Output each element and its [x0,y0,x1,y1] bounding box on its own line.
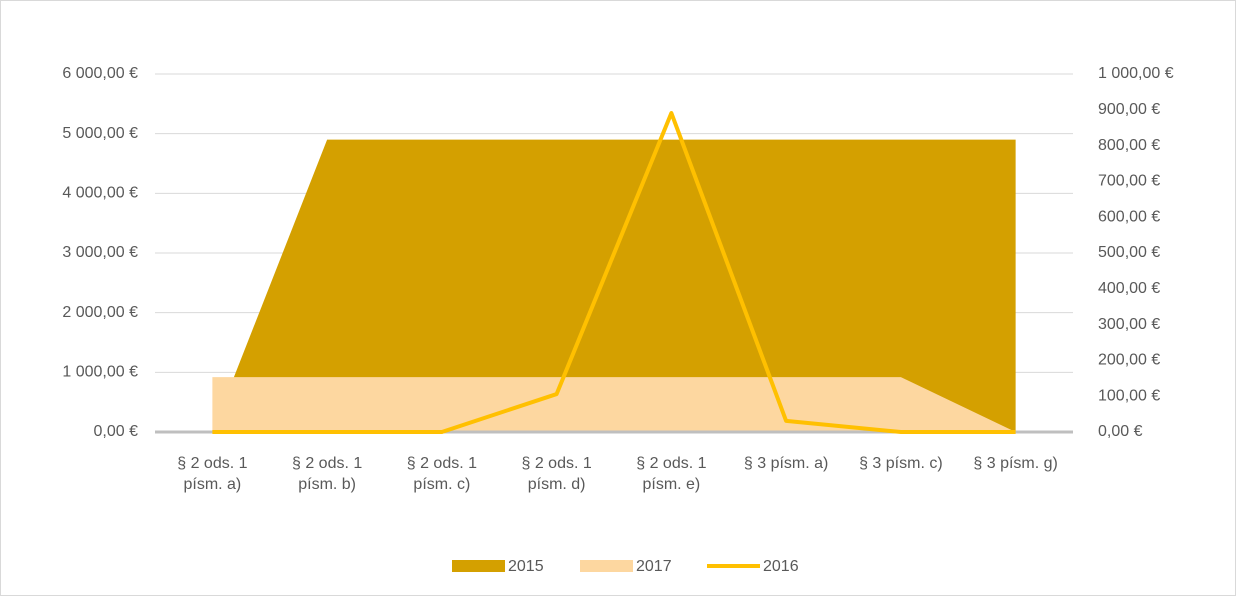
y-tick-label: 1 000,00 € [62,364,138,381]
x-tick-label: § 2 ods. 1 písm. c) [406,455,478,493]
y2-tick-label: 700,00 € [1098,173,1160,190]
y-tick-label: 4 000,00 € [62,185,138,202]
x-tick-label: § 2 ods. 1 písm. b) [291,455,363,493]
y2-tick-label: 500,00 € [1098,244,1160,261]
x-tick-label: § 2 ods. 1 písm. e) [636,455,707,493]
area [212,139,1016,432]
y2-tick-label: 200,00 € [1098,352,1160,369]
y-tick-label: 5 000,00 € [62,125,138,142]
y2-tick-label: 600,00 € [1098,208,1160,225]
y2-tick-label: 300,00 € [1098,316,1160,333]
legend-label: 2016 [763,558,799,575]
y2-tick-label: 0,00 € [1098,423,1143,440]
x-tick-label: § 3 písm. c) [859,455,943,472]
x-tick-label: § 2 ods. 1 písm. d) [521,455,592,493]
y-tick-label: 6 000,00 € [62,65,138,82]
legend-label: 2015 [508,558,544,575]
area [212,377,1016,432]
legend-swatch [452,560,505,572]
x-tick-label: § 3 písm. g) [973,455,1058,472]
x-tick-label: § 3 písm. a) [743,455,829,472]
legend-swatch [580,560,633,572]
legend-label: 2017 [636,558,672,575]
y-tick-label: 3 000,00 € [62,244,138,261]
y2-tick-label: 400,00 € [1098,280,1160,297]
y2-tick-label: 100,00 € [1098,387,1160,404]
x-tick-label: § 2 ods. 1 písm. a) [177,455,248,493]
line [212,111,1016,434]
y2-tick-label: 800,00 € [1098,137,1160,154]
y-tick-label: 0,00 € [94,423,139,440]
y-tick-label: 2 000,00 € [62,304,138,321]
y2-tick-label: 900,00 € [1098,101,1160,118]
y2-tick-label: 1 000,00 € [1098,65,1174,82]
